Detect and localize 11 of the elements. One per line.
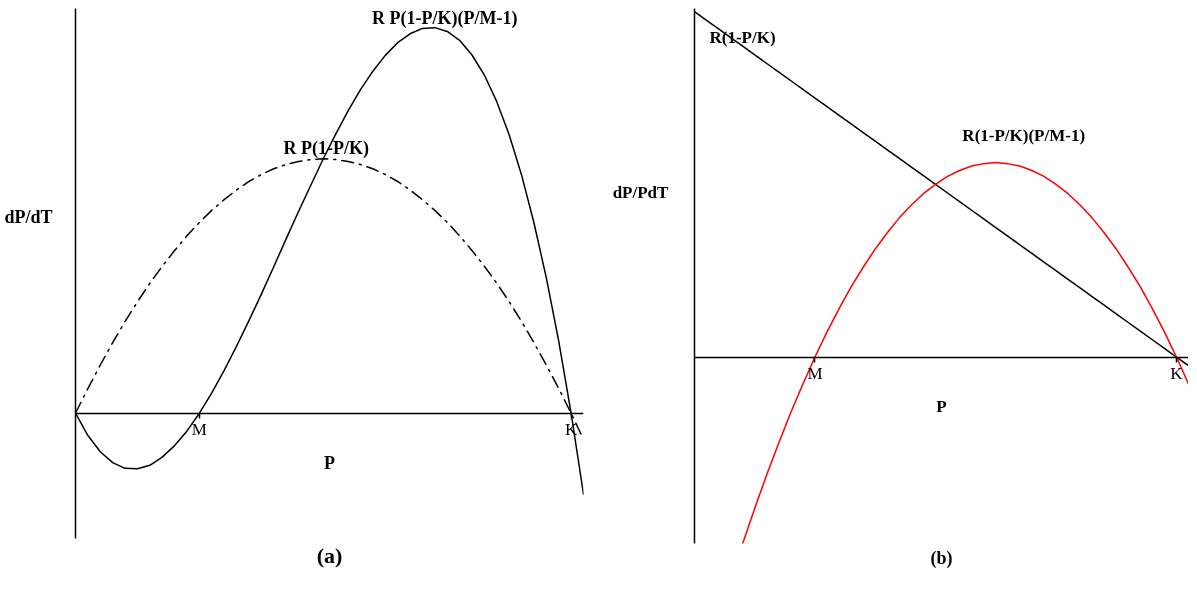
series-label: R P(1-P/K)(P/M-1) [372, 7, 518, 29]
x-tick-label: M [191, 420, 207, 440]
text: (a) [316, 542, 343, 568]
x-tick-label: M [807, 364, 823, 384]
y-axis-title: dP/dT [4, 207, 53, 228]
series-label: R(1-P/K)(P/M-1) [962, 125, 1086, 145]
x-tick-label: K [1170, 364, 1184, 384]
x-axis-title: P [324, 452, 335, 473]
x-axis-title: P [936, 396, 947, 416]
text: (b) [930, 547, 953, 569]
y-axis-title: dP/PdT [612, 183, 670, 203]
